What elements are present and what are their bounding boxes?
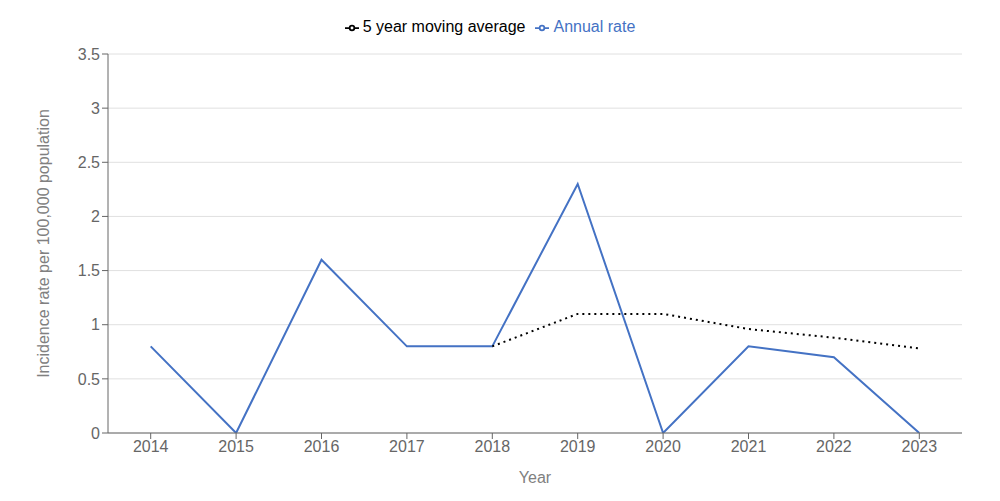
svg-text:2019: 2019 (560, 438, 596, 455)
svg-text:2016: 2016 (304, 438, 340, 455)
svg-text:3.5: 3.5 (78, 46, 100, 63)
svg-text:Year: Year (519, 469, 552, 486)
svg-text:1: 1 (91, 316, 100, 333)
svg-text:2020: 2020 (645, 438, 681, 455)
svg-text:0.5: 0.5 (78, 371, 100, 388)
svg-text:2022: 2022 (816, 438, 852, 455)
svg-text:2017: 2017 (389, 438, 425, 455)
svg-text:2023: 2023 (902, 438, 938, 455)
svg-text:2014: 2014 (133, 438, 169, 455)
svg-text:2018: 2018 (475, 438, 511, 455)
html-text:5 year moving average: 5 year moving average (362, 18, 526, 35)
svg-text:2: 2 (91, 208, 100, 225)
svg-text:2.5: 2.5 (78, 154, 100, 171)
svg-text:3: 3 (91, 100, 100, 117)
svg-text:2021: 2021 (731, 438, 767, 455)
svg-text:0: 0 (91, 425, 100, 442)
svg-text:2015: 2015 (218, 438, 254, 455)
html-text:Annual rate: Annual rate (553, 18, 636, 35)
svg-text:Incidence rate per 100,000 pop: Incidence rate per 100,000 population (35, 109, 52, 378)
svg-text:1.5: 1.5 (78, 262, 100, 279)
